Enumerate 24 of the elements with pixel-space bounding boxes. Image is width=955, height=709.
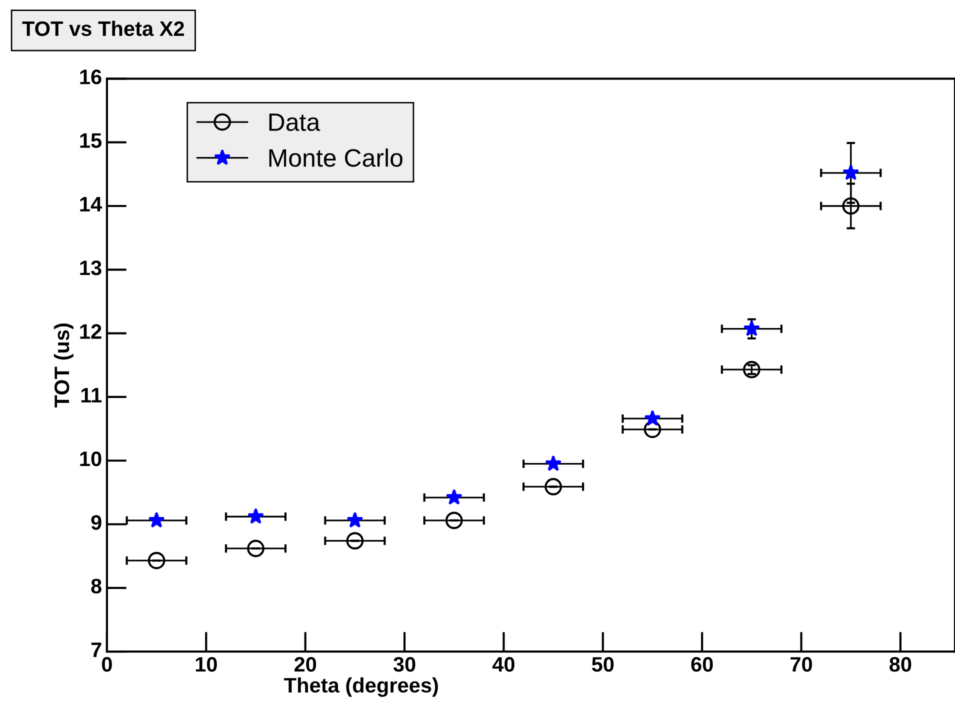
y-tick-label: 8 xyxy=(91,578,102,594)
y-tick-label: 14 xyxy=(80,197,102,212)
x-tick-label: 50 xyxy=(592,656,614,672)
x-axis-title: Theta (degrees) xyxy=(284,677,438,697)
legend-label: Monte Carlo xyxy=(269,148,402,167)
x-tick-label: 80 xyxy=(890,656,912,672)
x-tick-label: 30 xyxy=(393,656,416,672)
x-tick-label: 10 xyxy=(196,656,217,672)
y-tick-label: 11 xyxy=(81,388,102,402)
x-tick-label: 70 xyxy=(790,656,812,672)
x-tick-label: 0 xyxy=(102,656,112,672)
y-tick-label: 13 xyxy=(80,260,102,276)
x-tick-label: 20 xyxy=(294,656,316,672)
y-tick-label: 10 xyxy=(80,451,102,466)
y-tick-label: 12 xyxy=(80,324,102,339)
y-tick-label: 9 xyxy=(91,515,102,530)
y-axis-title: TOT (us) xyxy=(54,324,74,408)
legend-label: Data xyxy=(269,114,320,132)
x-tick-label: 60 xyxy=(691,656,713,672)
y-tick-label: 7 xyxy=(91,642,102,657)
y-tick-label: 15 xyxy=(80,133,102,148)
y-tick-label: 16 xyxy=(80,70,102,84)
x-tick-label: 40 xyxy=(492,656,514,672)
chart-title: TOT vs Theta X2 xyxy=(22,20,184,36)
